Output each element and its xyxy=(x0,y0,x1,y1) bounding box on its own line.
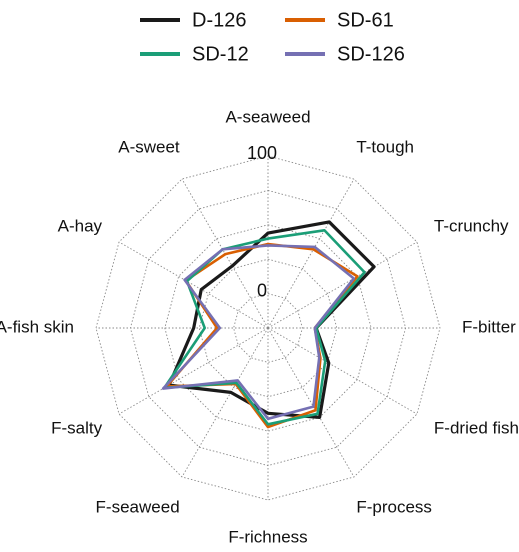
spoke xyxy=(267,178,355,329)
axis-label: T-crunchy xyxy=(434,216,509,235)
spoke xyxy=(118,241,269,329)
axis-label: A-hay xyxy=(58,216,103,235)
axis-label: F-dried fish xyxy=(434,418,519,437)
axis-label: F-salty xyxy=(51,418,103,437)
legend-label: SD-12 xyxy=(192,43,249,65)
axis-label: T-tough xyxy=(356,137,414,156)
grid-ring xyxy=(198,258,338,398)
spoke xyxy=(267,241,418,329)
legend-label: SD-126 xyxy=(337,43,405,65)
tick-label: 100 xyxy=(247,143,277,163)
series-line xyxy=(161,244,356,421)
axis-label: F-bitter xyxy=(462,317,516,336)
axis-label: F-seaweed xyxy=(96,497,180,516)
series-line xyxy=(167,220,376,419)
spoke xyxy=(181,178,269,329)
grid-ring xyxy=(95,155,441,501)
axis-label: F-richness xyxy=(228,527,307,546)
axis-label: A-seaweed xyxy=(225,107,310,126)
tick-label: 0 xyxy=(257,280,267,300)
legend-label: D-126 xyxy=(192,9,246,31)
axis-label: A-fish skin xyxy=(0,317,74,336)
spoke xyxy=(118,327,269,415)
legend-label: SD-61 xyxy=(337,9,394,31)
grid-ring xyxy=(233,293,303,363)
spoke xyxy=(181,327,269,478)
spoke xyxy=(267,327,355,478)
spoke xyxy=(267,327,418,415)
axis-label: F-process xyxy=(356,497,432,516)
axis-label: A-sweet xyxy=(118,137,180,156)
